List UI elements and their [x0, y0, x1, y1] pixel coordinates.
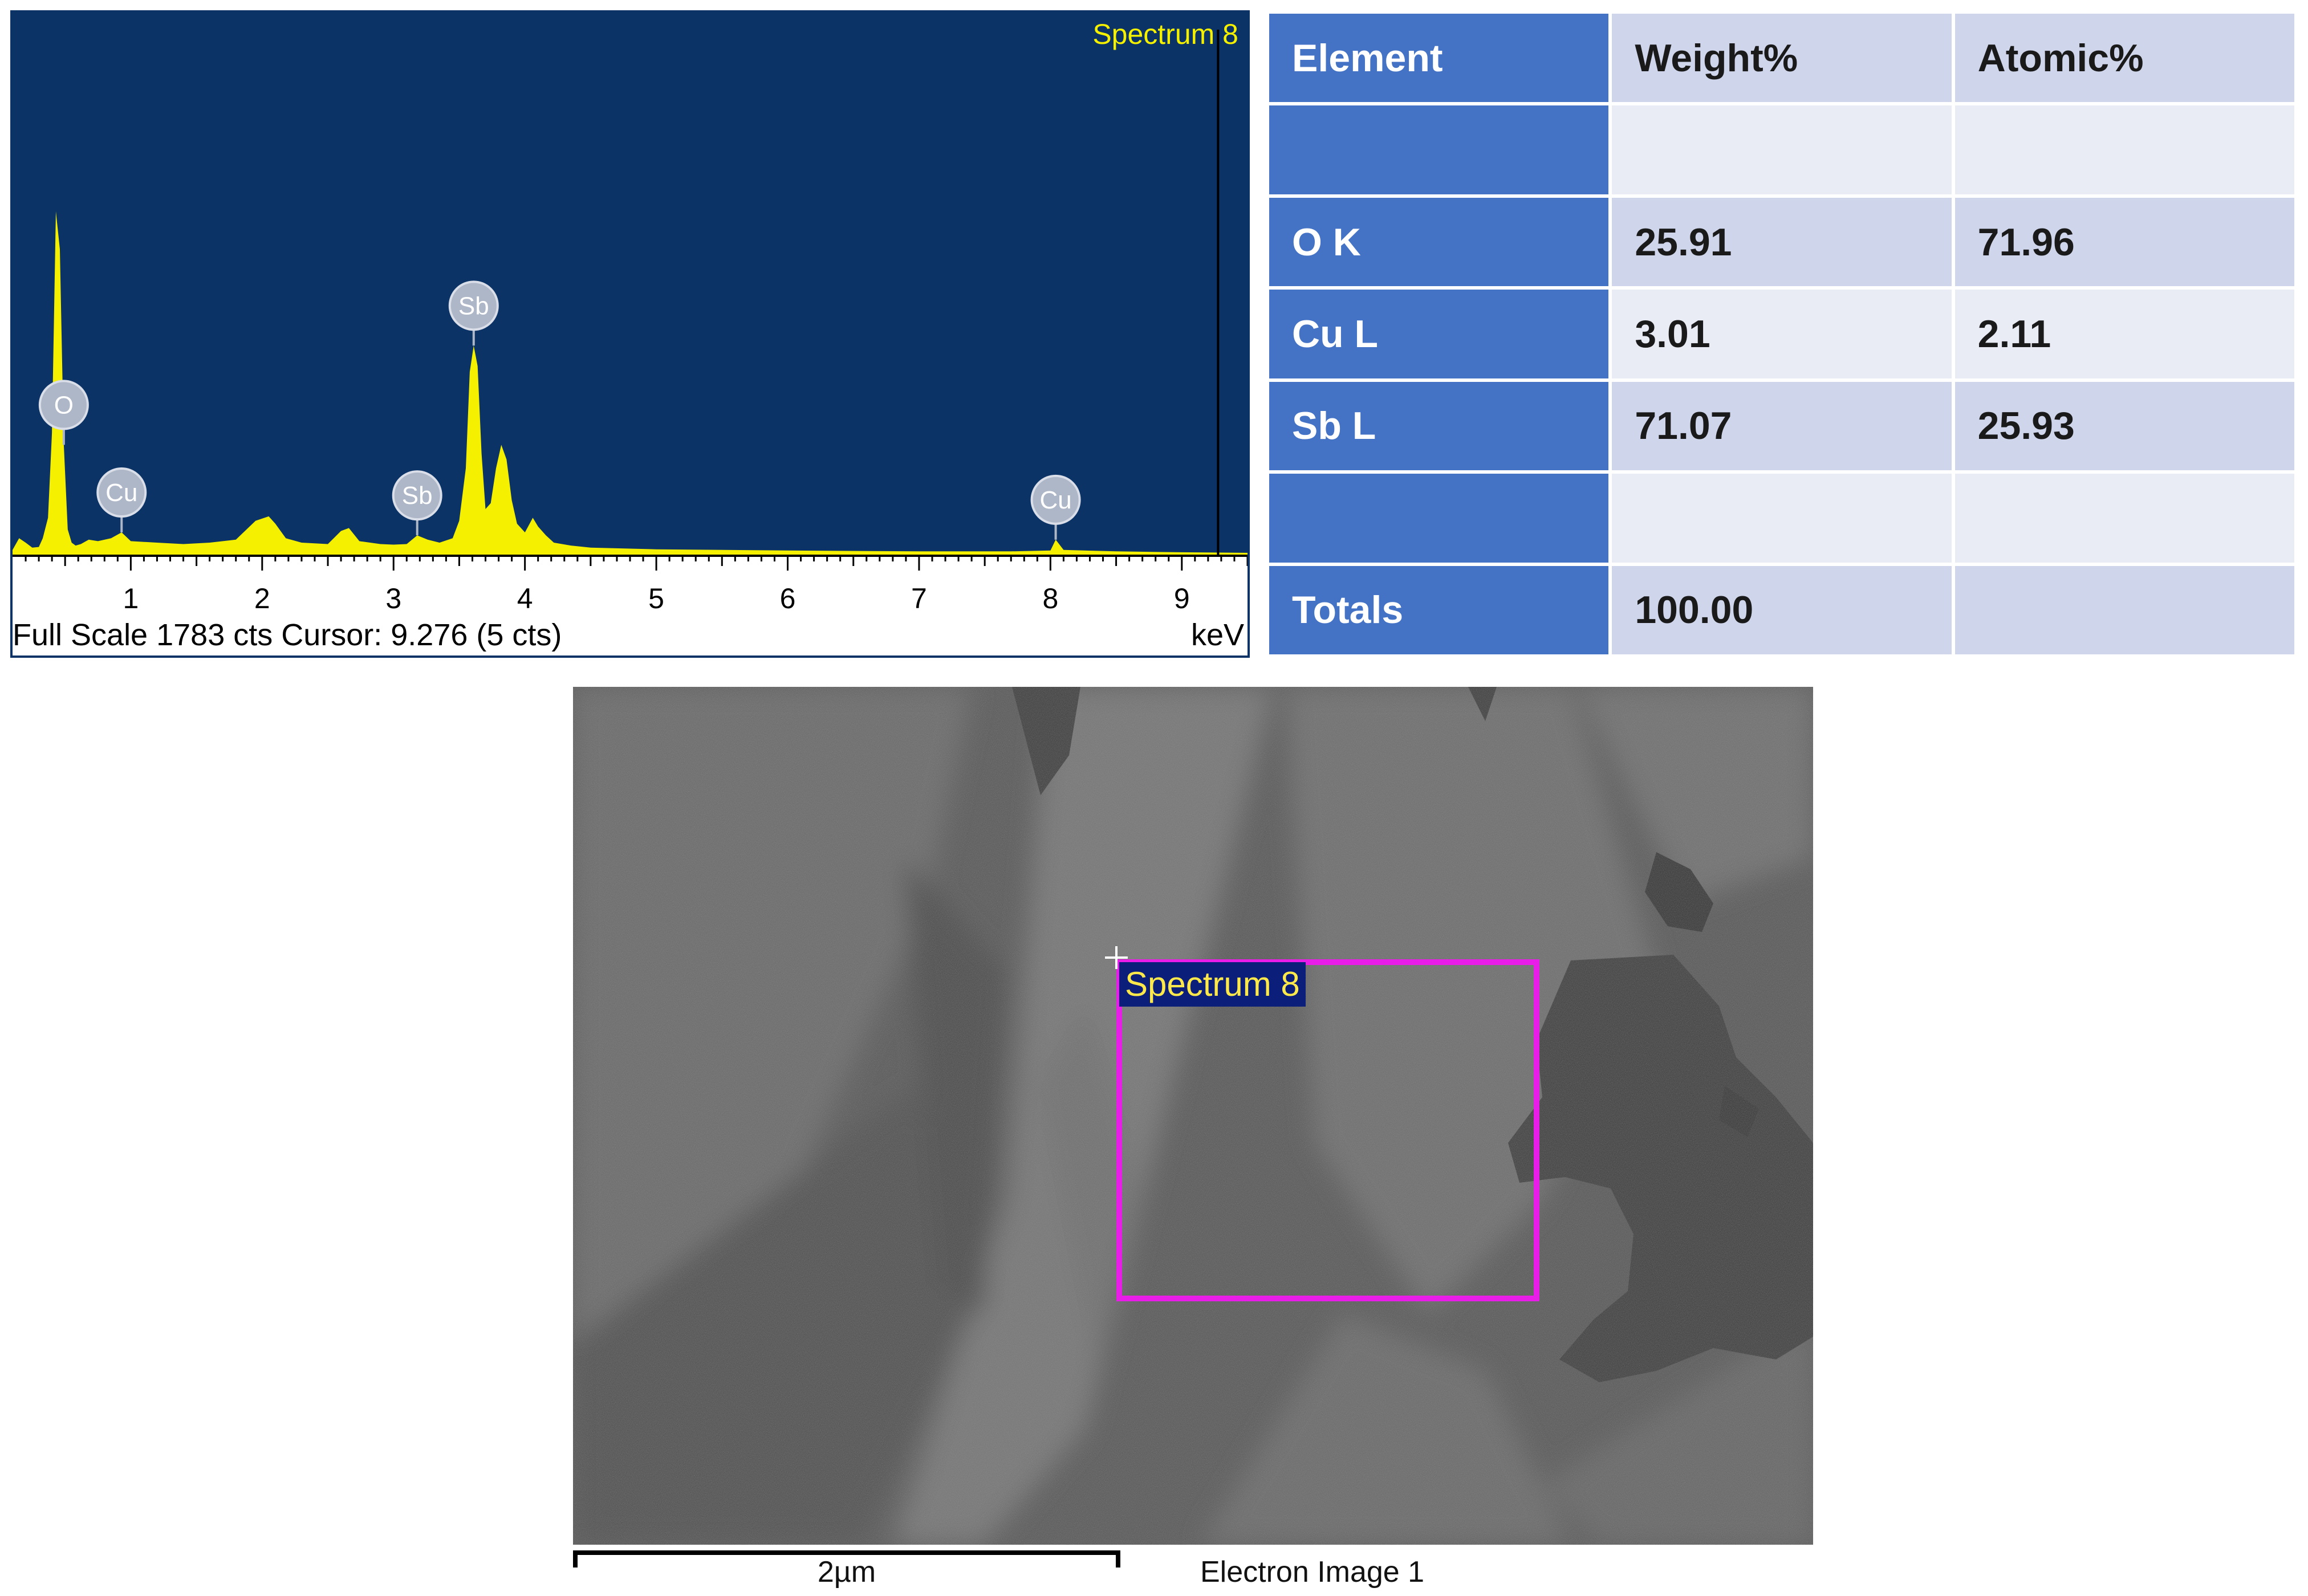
element-cell: Cu L [1265, 286, 1612, 382]
sem-micrograph [573, 687, 1813, 1545]
spectrum-fill-layer [13, 30, 1248, 556]
electron-image-caption: Electron Image 1 [1200, 1556, 1425, 1589]
header-element: Element [1265, 10, 1612, 106]
table-row-totals: Totals 100.00 [1265, 562, 2298, 658]
table-row: Cu L 3.01 2.11 [1265, 286, 2298, 382]
weight-cell: 3.01 [1608, 286, 1955, 382]
atomic-cell [1951, 102, 2298, 198]
element-cell: Totals [1265, 562, 1612, 658]
peak-label-text: Cu [1039, 486, 1071, 514]
table-row [1265, 102, 2298, 198]
x-tick-label: 6 [780, 583, 796, 614]
x-tick-label: 5 [648, 583, 664, 614]
table-row: O K 25.91 71.96 [1265, 194, 2298, 290]
chart-title: Spectrum 8 [1092, 18, 1238, 50]
peak-label: Sb [448, 280, 499, 346]
element-cell: O K [1265, 194, 1612, 290]
quantification-table: Element Weight% Atomic% O K 25.91 71.96 … [1265, 10, 2298, 658]
peak-label-layer: O Cu Sb Sb Cu [38, 280, 1081, 540]
crosshair-icon [1105, 946, 1128, 969]
x-tick-label: 9 [1174, 583, 1190, 614]
electron-image: Spectrum 8 [573, 687, 1813, 1545]
peak-badge [96, 467, 147, 518]
peak-label-text: O [54, 391, 74, 419]
eds-spectrum-chart: O Cu Sb Sb Cu 1 2 3 4 5 6 7 8 9 Spectrum 8 Full Scal… [13, 13, 1248, 656]
header-weight-percent: Weight% [1608, 10, 1955, 106]
axis-area [13, 556, 1248, 656]
table-row: Sb L 71.07 25.93 [1265, 378, 2298, 474]
x-axis-unit: keV [1191, 618, 1244, 652]
eds-spectrum-panel: O Cu Sb Sb Cu 1 2 3 4 5 6 7 8 9 Spectrum 8 Full Scal… [10, 10, 1250, 658]
weight-cell: 100.00 [1608, 562, 1955, 658]
x-tick-label: 1 [123, 583, 139, 614]
peak-label: Cu [1030, 474, 1081, 540]
atomic-cell: 25.93 [1951, 378, 2298, 474]
x-tick-label: 3 [385, 583, 401, 614]
x-tick-label: 8 [1042, 583, 1058, 614]
plot-area [13, 13, 1248, 556]
spectrum-region-box[interactable] [1116, 959, 1539, 1301]
table-header-row: Element Weight% Atomic% [1265, 10, 2298, 106]
element-cell [1265, 470, 1612, 566]
x-tick-label: 4 [517, 583, 533, 614]
element-cell: Sb L [1265, 378, 1612, 474]
table-row [1265, 470, 2298, 566]
weight-cell [1608, 470, 1955, 566]
weight-cell [1608, 102, 1955, 198]
peak-label: Sb [392, 470, 442, 536]
x-tick-label: 7 [911, 583, 927, 614]
peak-badge [1030, 474, 1081, 525]
x-tick-label: 2 [254, 583, 270, 614]
atomic-cell [1951, 470, 2298, 566]
weight-cell: 25.91 [1608, 194, 1955, 290]
atomic-cell: 2.11 [1951, 286, 2298, 382]
peak-badge [448, 280, 499, 331]
peak-label-text: Sb [402, 482, 433, 510]
peak-label-text: Sb [458, 292, 489, 320]
scale-bar-label: 2µm [817, 1556, 876, 1589]
atomic-cell [1951, 562, 2298, 658]
element-cell [1265, 102, 1612, 198]
header-atomic-percent: Atomic% [1951, 10, 2298, 106]
peak-badge [38, 380, 89, 430]
scale-bar [573, 1550, 1120, 1567]
peak-label-text: Cu [105, 479, 137, 507]
peak-label: Cu [96, 467, 147, 533]
spectrum-region-label: Spectrum 8 [1119, 962, 1306, 1007]
peak-label: O [38, 380, 89, 445]
x-axis: 1 2 3 4 5 6 7 8 9 [13, 555, 1248, 614]
peak-badge [392, 470, 442, 521]
weight-cell: 71.07 [1608, 378, 1955, 474]
atomic-cell: 71.96 [1951, 194, 2298, 290]
chart-footer-status: Full Scale 1783 cts Cursor: 9.276 (5 cts… [13, 618, 562, 652]
